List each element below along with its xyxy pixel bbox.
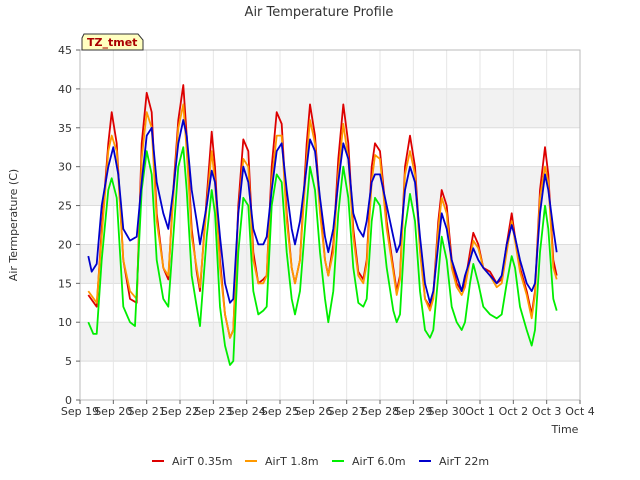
y-tick-label: 35 [58, 122, 72, 135]
y-axis: 0 5 10 15 20 25 30 35 40 45 [58, 44, 80, 407]
x-tick-label: Sep 23 [194, 405, 232, 418]
x-tick-label: Oct 3 [532, 405, 562, 418]
x-tick-label: Sep 26 [294, 405, 332, 418]
x-tick-label: Sep 21 [128, 405, 166, 418]
band [80, 322, 580, 362]
x-tick-label: Oct 1 [465, 405, 495, 418]
x-axis-label: Time [551, 423, 579, 436]
legend-label: AirT 22m [439, 455, 489, 468]
tz-badge: TZ_tmet [81, 33, 144, 51]
band [80, 88, 580, 128]
y-tick-label: 5 [65, 355, 72, 368]
x-tick-label: Sep 22 [161, 405, 199, 418]
legend: AirT 0.35m AirT 1.8m AirT 6.0m AirT 22m [152, 455, 489, 468]
badge-box [81, 33, 144, 51]
x-tick-label: Oct 4 [565, 405, 595, 418]
y-axis-label: Air Termperature (C) [7, 169, 20, 281]
y-tick-label: 10 [58, 316, 72, 329]
series-lines [87, 84, 558, 366]
plot-frame [79, 49, 581, 401]
x-tick-label: Sep 19 [61, 405, 99, 418]
legend-label: AirT 0.35m [172, 455, 233, 468]
band [80, 166, 580, 206]
y-tick-label: 30 [58, 161, 72, 174]
y-tick-label: 0 [65, 394, 72, 407]
series-line-airt-22m [87, 119, 558, 304]
x-tick-label: Sep 20 [94, 405, 132, 418]
y-tick-label: 45 [58, 44, 72, 57]
x-tick-label: Sep 25 [261, 405, 299, 418]
legend-label: AirT 6.0m [352, 455, 406, 468]
x-tick-label: Sep 30 [428, 405, 466, 418]
y-tick-label: 25 [58, 200, 72, 213]
badge-label: TZ_tmet [87, 36, 137, 49]
x-tick-label: Sep 27 [328, 405, 366, 418]
x-tick-label: Sep 29 [394, 405, 432, 418]
chart-title: Air Temperature Profile [245, 5, 394, 20]
series-line-airt-6-0m [87, 146, 558, 366]
y-tick-label: 20 [58, 238, 72, 251]
x-tick-label: Oct 2 [499, 405, 529, 418]
x-tick-label: Sep 24 [228, 405, 266, 418]
legend-label: AirT 1.8m [265, 455, 319, 468]
y-tick-label: 15 [58, 277, 72, 290]
x-tick-label: Sep 28 [361, 405, 399, 418]
series-line-airt-1-8m [87, 103, 558, 339]
y-tick-label: 40 [58, 83, 72, 96]
